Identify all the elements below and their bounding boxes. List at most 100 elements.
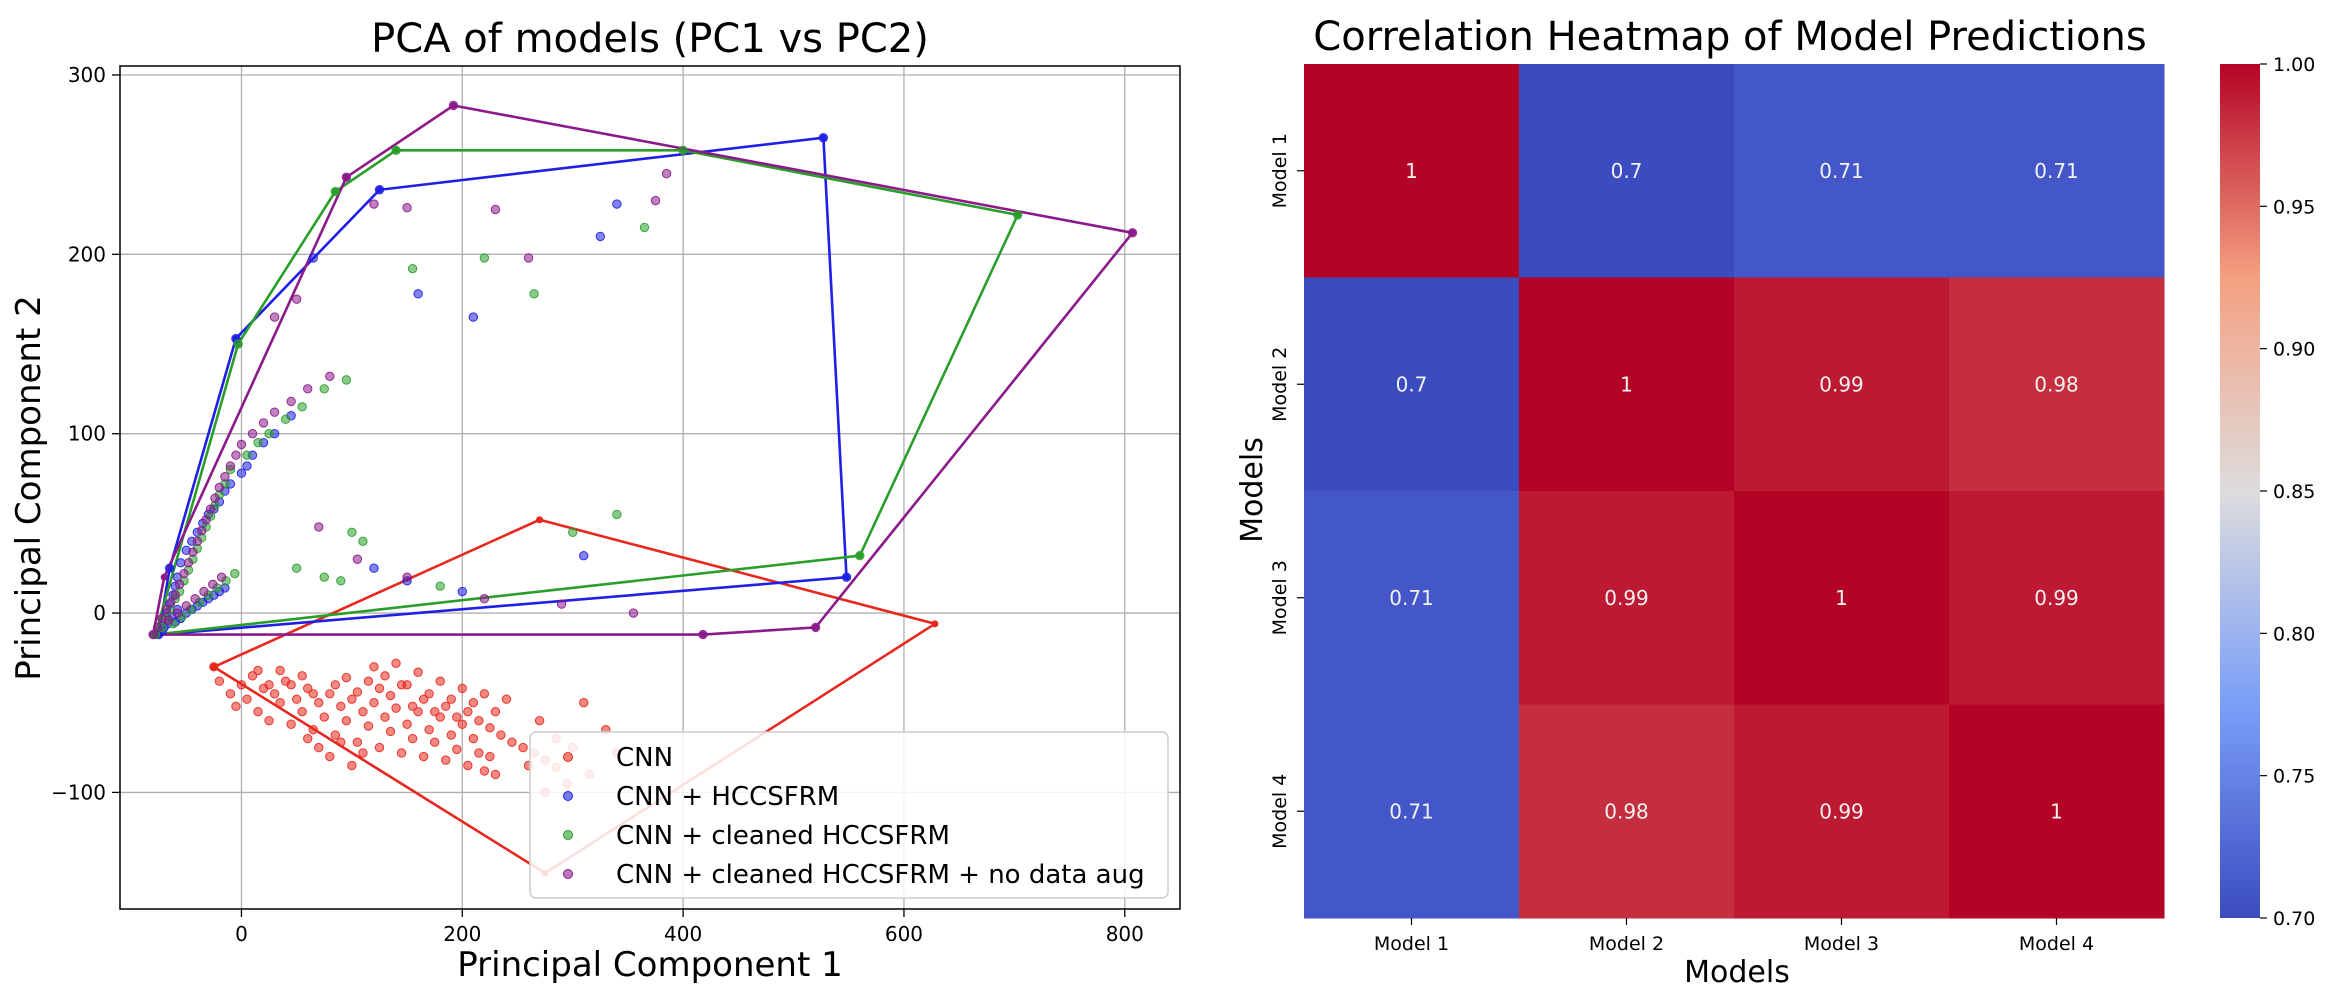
heatmap-cell [1304,277,1520,492]
scatter-point [363,676,374,686]
x-tick-label: 800 [1106,922,1144,946]
heatmap-cell [1519,704,1735,919]
scatter-point [210,493,220,503]
scatter-point [220,472,230,482]
heatmap-cell-label: 0.71 [1389,586,1434,610]
scatter-point [314,698,324,708]
x-tick-label: 400 [664,922,702,946]
hull-vertex [931,620,939,628]
scatter-point [358,748,368,758]
scatter-point [490,204,501,215]
scatter-point [172,608,183,618]
heatmap-chart: Correlation Heatmap of Model Predictions… [1235,14,2315,990]
heatmap-cell-label: 0.71 [1389,799,1434,823]
scatter-point [280,414,291,425]
heatmap-cell [1304,491,1520,705]
hull-vertex [536,516,544,524]
scatter-point [192,536,202,547]
heatmap-cell-label: 0.99 [1819,372,1864,396]
scatter-point [247,671,258,681]
heatmap-cell-label: 0.98 [1604,799,1649,823]
scatter-point [457,683,467,694]
scatter-point [841,572,852,582]
legend-frame [529,731,1169,899]
scatter-point [247,428,258,439]
heatmap-cell [1304,64,1520,278]
scatter-point [1012,210,1023,220]
scatter-point [216,572,227,582]
pca-legend: CNN CNN + HCCSFRM CNN + cleaned HCCSFRM CNN… [529,731,1169,899]
scatter-point [190,594,200,604]
scatter-point [396,680,407,690]
scatter-point [612,199,622,209]
scatter-point [485,751,495,762]
scatter-point [291,563,302,573]
scatter-point [556,599,567,609]
scatter-point [501,694,512,704]
pca-y-ticks: −100 0 100 200 300 [51,63,120,804]
heatmap-x-axis-label: Models [1684,955,1790,990]
scatter-point [496,730,506,740]
colorbar-tick-label: 0.75 [2273,766,2315,788]
legend-label: CNN [616,743,673,773]
scatter-point [201,515,211,525]
scatter-point [286,396,296,407]
scatter-point [435,676,445,686]
heatmap-cell-label: 0.71 [1819,159,1864,183]
scatter-point [264,428,274,439]
scatter-point [369,199,379,209]
scatter-point [479,689,490,699]
scatter-point [286,680,296,690]
scatter-point [179,568,189,579]
hull-line [154,149,1020,636]
scatter-point [242,461,252,471]
scatter-point [225,689,236,699]
scatter-point [152,622,163,633]
scatter-point [457,586,467,597]
scatter-point [297,402,307,412]
colorbar-tick-label: 0.80 [2273,623,2315,645]
heatmap-y-axis-label: Models [1235,437,1270,543]
scatter-point [275,698,285,708]
colorbar-tick-label: 1.00 [2273,54,2315,76]
scatter-point [275,665,285,676]
x-tick-label: 0 [235,922,248,946]
heatmap-cell [1519,277,1735,492]
scatter-point [518,742,528,753]
scatter-point [330,186,341,197]
x-tick-label: Model 2 [1589,933,1664,955]
heatmap-cell-label: 0.99 [1604,586,1649,610]
scatter-point [264,680,274,690]
scatter-point [441,701,451,712]
y-tick-label: 200 [68,242,106,266]
scatter-point [308,689,318,699]
scatter-point [286,719,296,729]
scatter-point [319,384,329,394]
scatter-point [490,707,501,717]
scatter-point [374,683,385,694]
scatter-point [164,563,175,573]
x-tick-label: Model 3 [1804,933,1879,955]
scatter-point [678,145,688,156]
scatter-point [468,698,479,708]
scatter-point [639,222,650,233]
legend-marker [563,752,573,762]
scatter-point [441,755,451,765]
heatmap-cell-label: 0.99 [1819,799,1864,823]
scatter-point [468,733,479,744]
scatter-point [818,133,829,143]
scatter-point [402,572,412,582]
heatmap-cell [1734,277,1950,492]
scatter-point [205,504,216,514]
heatmap-cell-label: 0.7 [1396,372,1428,396]
scatter-point [303,384,313,394]
heatmap-cell-label: 1 [1405,159,1418,183]
scatter-point [225,461,236,471]
y-tick-label: Model 4 [1269,774,1291,849]
heatmap-cells [1304,64,2165,919]
scatter-point [209,662,219,672]
scatter-point [314,742,324,753]
scatter-point [170,590,180,600]
scatter-point [325,689,335,699]
scatter-point [369,662,379,672]
